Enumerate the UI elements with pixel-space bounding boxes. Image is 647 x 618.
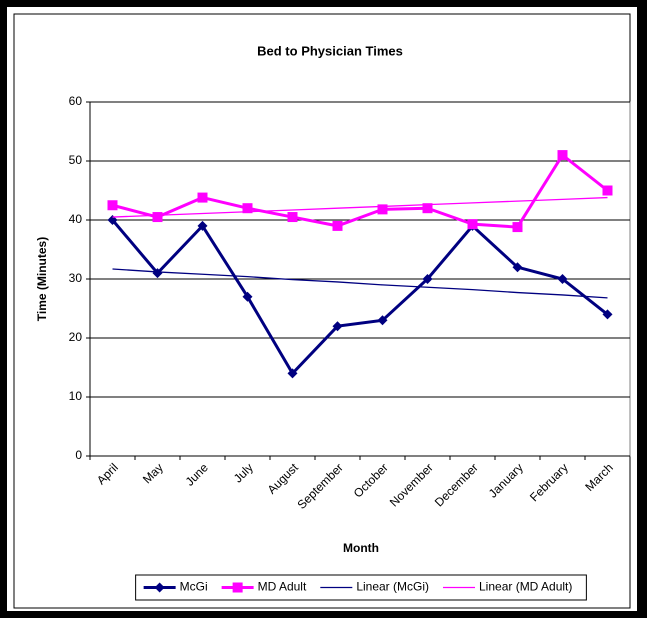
point xyxy=(422,203,433,214)
point xyxy=(377,315,388,326)
legend-box xyxy=(135,574,587,601)
point xyxy=(512,262,523,273)
point xyxy=(422,274,433,284)
point xyxy=(557,150,568,161)
y-tick-label: 30 xyxy=(69,271,83,285)
point xyxy=(197,192,208,203)
y-tick-label: 40 xyxy=(69,212,83,226)
trend-line xyxy=(112,268,608,299)
point xyxy=(232,582,243,593)
legend-label: McGi xyxy=(180,580,208,594)
y-tick-label: 50 xyxy=(69,153,83,167)
point xyxy=(557,274,568,284)
series-line xyxy=(111,219,609,376)
point xyxy=(242,291,253,302)
point xyxy=(602,309,613,320)
point xyxy=(197,220,208,231)
point xyxy=(107,200,118,211)
chart-title: Bed to Physician Times xyxy=(257,43,403,58)
point xyxy=(377,204,388,215)
legend-label: Linear (McGi) xyxy=(356,580,429,594)
series-line xyxy=(112,152,609,229)
y-tick-label: 10 xyxy=(69,389,83,403)
trend-line xyxy=(112,196,608,218)
chart-area xyxy=(7,7,637,611)
point xyxy=(242,203,253,214)
point xyxy=(332,220,343,231)
y-tick-label: 20 xyxy=(69,330,83,344)
legend-label: MD Adult xyxy=(258,580,307,594)
point xyxy=(287,368,298,379)
y-tick-label: 60 xyxy=(69,94,83,108)
x-axis-label: Month xyxy=(343,541,379,555)
point xyxy=(467,219,478,230)
point xyxy=(152,268,163,279)
point xyxy=(287,212,298,223)
point xyxy=(154,582,165,593)
point xyxy=(332,321,343,332)
y-axis-label: Time (Minutes) xyxy=(35,237,49,321)
legend: McGi MD Adult Linear (McGi) Linear (MD Adul… xyxy=(135,574,587,601)
point xyxy=(152,212,163,223)
point xyxy=(602,185,613,196)
legend-label: Linear (MD Adult) xyxy=(479,580,572,594)
point xyxy=(512,222,523,233)
y-tick-label: 0 xyxy=(75,448,82,462)
